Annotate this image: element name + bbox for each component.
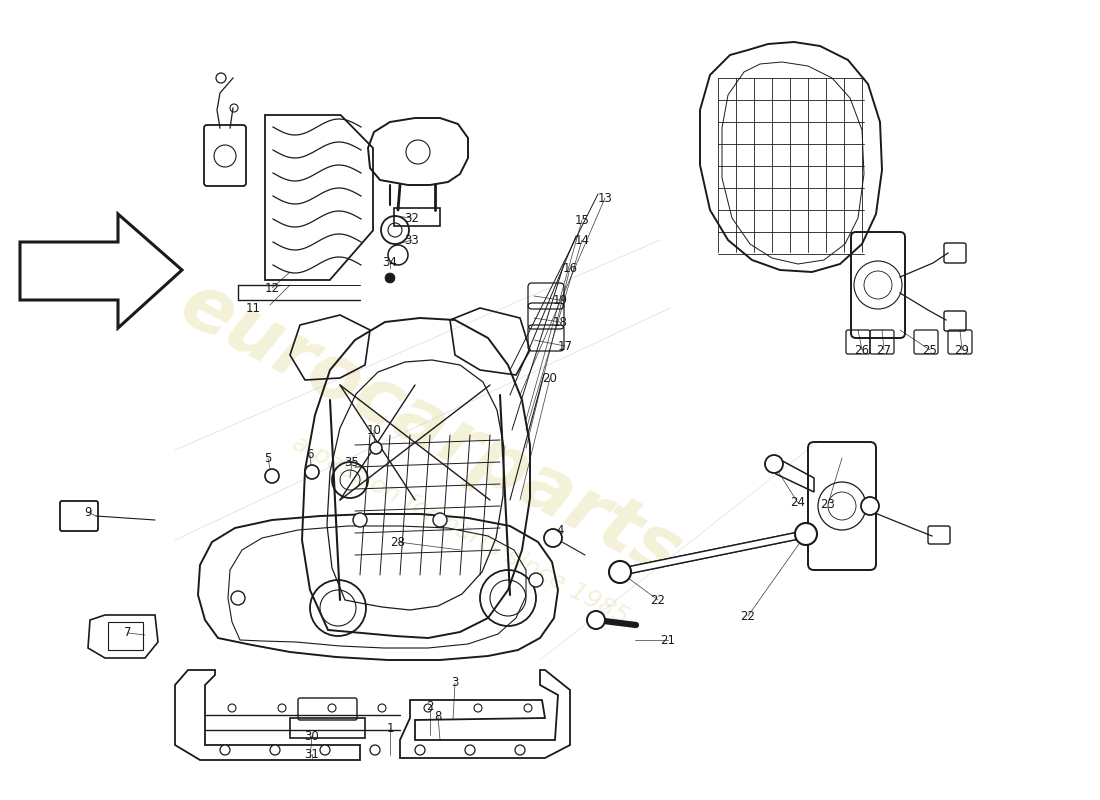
Text: 18: 18 [552, 315, 568, 329]
Circle shape [370, 442, 382, 454]
Circle shape [587, 611, 605, 629]
Text: 5: 5 [264, 451, 272, 465]
Text: 24: 24 [791, 497, 805, 510]
Circle shape [424, 704, 432, 712]
Circle shape [278, 704, 286, 712]
Text: eurocarparts: eurocarparts [167, 266, 693, 594]
Text: 28: 28 [390, 535, 406, 549]
Circle shape [415, 745, 425, 755]
Text: 35: 35 [344, 455, 360, 469]
Text: 2: 2 [427, 699, 433, 713]
Circle shape [861, 497, 879, 515]
Circle shape [353, 513, 367, 527]
Circle shape [265, 469, 279, 483]
Text: 26: 26 [855, 343, 869, 357]
Circle shape [228, 704, 236, 712]
Text: 1: 1 [386, 722, 394, 734]
Circle shape [231, 591, 245, 605]
Text: 3: 3 [451, 677, 459, 690]
Text: 27: 27 [877, 343, 891, 357]
Circle shape [370, 745, 379, 755]
Circle shape [270, 745, 280, 755]
Text: 7: 7 [124, 626, 132, 639]
Polygon shape [20, 214, 182, 328]
Circle shape [220, 745, 230, 755]
Circle shape [385, 273, 395, 283]
Text: 13: 13 [597, 191, 613, 205]
Text: 17: 17 [558, 339, 572, 353]
Circle shape [544, 529, 562, 547]
Text: 23: 23 [821, 498, 835, 510]
Text: 14: 14 [574, 234, 590, 246]
Circle shape [305, 465, 319, 479]
Text: 12: 12 [264, 282, 279, 294]
Text: 19: 19 [552, 294, 568, 306]
Circle shape [320, 745, 330, 755]
Circle shape [515, 745, 525, 755]
Text: 11: 11 [245, 302, 261, 314]
Text: a passion for parts since 1985: a passion for parts since 1985 [287, 430, 632, 630]
Circle shape [474, 704, 482, 712]
Text: 20: 20 [542, 371, 558, 385]
Text: 15: 15 [574, 214, 590, 226]
Circle shape [529, 573, 543, 587]
Circle shape [764, 455, 783, 473]
Text: 31: 31 [305, 747, 319, 761]
Text: 32: 32 [405, 211, 419, 225]
Circle shape [524, 704, 532, 712]
Text: 30: 30 [305, 730, 319, 742]
Text: 16: 16 [562, 262, 578, 274]
Text: 34: 34 [383, 255, 397, 269]
Text: 6: 6 [306, 449, 313, 462]
Circle shape [795, 523, 817, 545]
Circle shape [378, 704, 386, 712]
Circle shape [433, 513, 447, 527]
Circle shape [328, 704, 336, 712]
Text: 22: 22 [650, 594, 666, 606]
Circle shape [609, 561, 631, 583]
Circle shape [465, 745, 475, 755]
Text: 22: 22 [740, 610, 756, 622]
Text: 25: 25 [923, 343, 937, 357]
Text: 29: 29 [955, 343, 969, 357]
Text: 21: 21 [660, 634, 675, 646]
Text: 33: 33 [405, 234, 419, 246]
Text: 9: 9 [85, 506, 91, 518]
Text: 10: 10 [366, 423, 382, 437]
Text: 8: 8 [434, 710, 442, 722]
Text: 4: 4 [557, 523, 563, 537]
